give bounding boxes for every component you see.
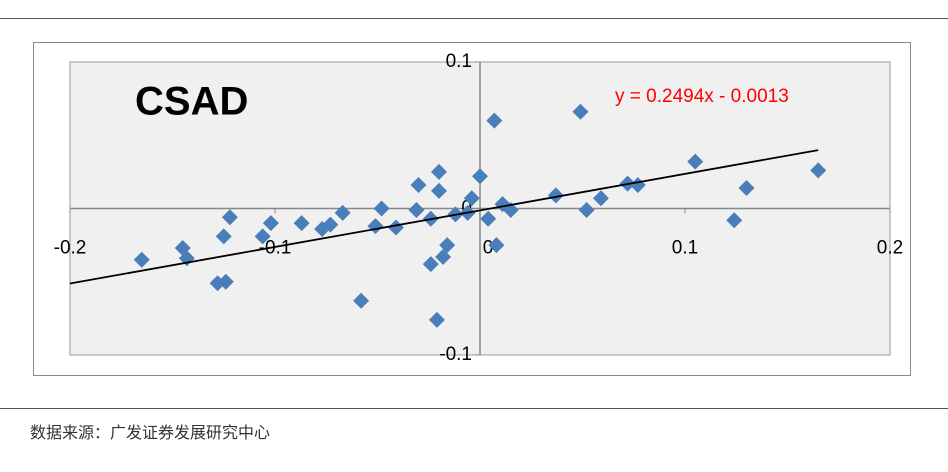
point [488, 237, 505, 254]
x-tick-label: 0.1 [672, 238, 698, 259]
point [486, 112, 503, 129]
point [334, 204, 351, 221]
point [254, 228, 271, 245]
point [387, 219, 404, 236]
point [810, 162, 827, 179]
x-tick-label: 0.2 [877, 238, 903, 259]
x-tick-label: -0.1 [259, 238, 292, 259]
point [353, 292, 370, 309]
point [262, 215, 279, 232]
point [293, 215, 310, 232]
point [408, 201, 425, 218]
y-tick-label: -0.1 [439, 344, 472, 365]
point [738, 179, 755, 196]
y-tick-label: 0.1 [446, 51, 472, 72]
point [133, 251, 150, 268]
point [373, 200, 390, 217]
point [578, 201, 595, 218]
point [592, 190, 609, 207]
point [428, 311, 445, 328]
point [572, 103, 589, 120]
point [431, 182, 447, 199]
point [422, 256, 439, 273]
point [480, 210, 497, 227]
point [410, 177, 427, 194]
x-tick-label: -0.2 [54, 238, 87, 259]
point [463, 190, 480, 207]
point [726, 212, 743, 229]
chart-title: CSAD [135, 80, 248, 124]
point [322, 216, 339, 233]
point [547, 187, 564, 204]
trendline-label: y = 0.2494x - 0.0013 [615, 86, 789, 107]
point [217, 273, 234, 290]
point [687, 153, 704, 170]
x-tick-label: 0 [483, 238, 494, 259]
source-note: 数据来源：广发证券发展研究中心 [30, 424, 270, 442]
point [431, 163, 447, 180]
point [221, 209, 238, 226]
point [215, 228, 232, 245]
point [472, 168, 488, 185]
plot: -0.2-0.100.10.2-0.100.1y = 0.2494x - 0.0… [54, 51, 904, 365]
point [439, 237, 456, 254]
trendline [69, 149, 819, 285]
